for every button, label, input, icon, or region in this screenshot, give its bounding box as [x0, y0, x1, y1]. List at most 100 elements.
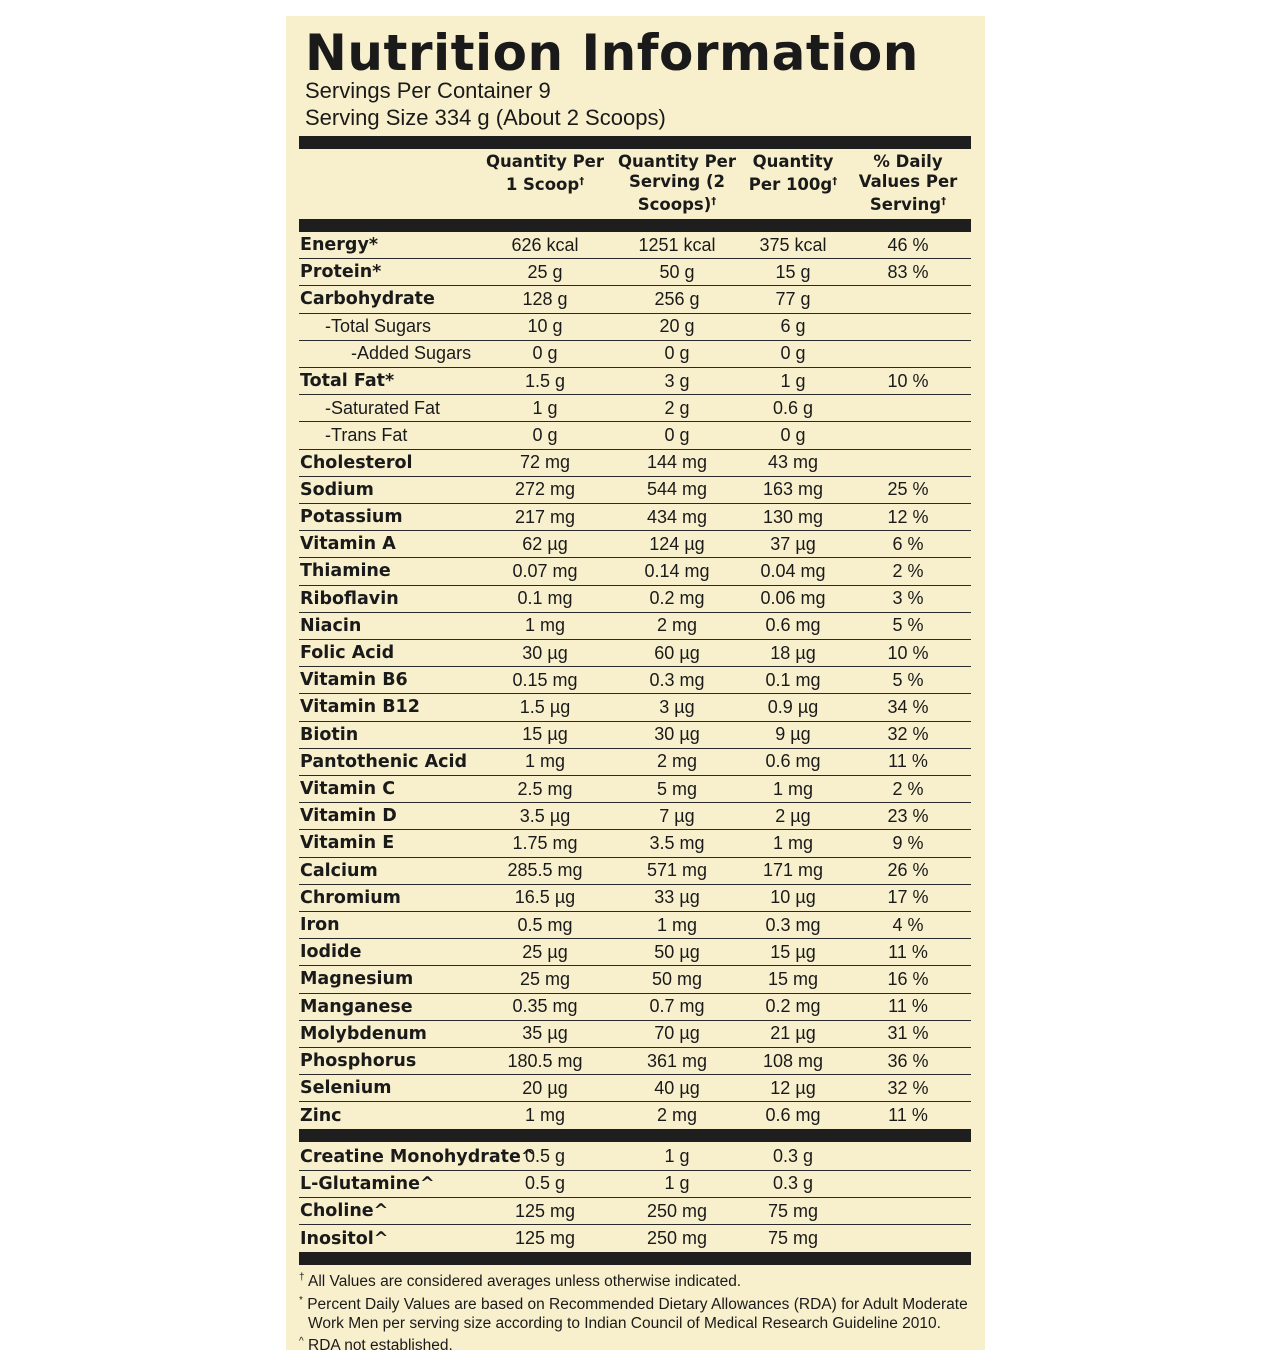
cell-value: 33 µg: [654, 887, 700, 908]
table-row: -Trans Fat 0 g 0 g 0 g: [299, 422, 971, 450]
cell-value: 0.6 mg: [765, 751, 821, 772]
column-mark: †: [941, 196, 947, 207]
divider: [299, 1252, 971, 1266]
cell-value: 0.6 mg: [765, 1105, 821, 1126]
cell-value: 108 mg: [762, 1050, 824, 1071]
cell-value: 10 %: [887, 642, 929, 663]
cell-value: 2 mg: [656, 751, 698, 772]
row-name: Choline^: [300, 1201, 389, 1222]
divider: [299, 1128, 971, 1142]
footnote-text: Percent Daily Values are based on Recomm…: [307, 1296, 968, 1332]
cell-value: 10 g: [527, 316, 563, 337]
column-header: Quantity Per 100g†: [738, 152, 848, 195]
row-name: -Total Sugars: [325, 316, 432, 337]
cell-value: 70 µg: [654, 1023, 700, 1044]
cell-value: 0.6 g: [772, 397, 814, 418]
cell-value: 272 mg: [514, 479, 576, 500]
table-row: Cholesterol 72 mg 144 mg 43 mg: [299, 450, 971, 477]
cell-value: 12 µg: [770, 1077, 816, 1098]
cell-value: 2.5 mg: [517, 778, 573, 799]
table-row: Biotin 15 µg 30 µg 9 µg 32 %: [299, 722, 971, 749]
cell-value: 626 kcal: [511, 234, 579, 255]
cell-value: 1 mg: [772, 778, 814, 799]
cell-value: 0.5 mg: [517, 914, 573, 935]
cell-value: 15 g: [775, 261, 811, 282]
row-name: Chromium: [300, 887, 401, 908]
cell-value: 60 µg: [654, 642, 700, 663]
row-name: Manganese: [300, 996, 413, 1017]
cell-value: 20 g: [659, 316, 695, 337]
cell-value: 3.5 µg: [519, 805, 571, 826]
footnote: ^ RDA not established.: [299, 1333, 971, 1356]
cell-value: 0.2 mg: [649, 588, 705, 609]
cell-value: 75 mg: [767, 1200, 819, 1221]
cell-value: 3 g: [664, 370, 690, 391]
cell-value: 250 mg: [646, 1200, 708, 1221]
cell-value: 83 %: [887, 261, 929, 282]
cell-value: 15 µg: [770, 941, 816, 962]
cell-value: 25 mg: [519, 968, 571, 989]
divider: [299, 219, 971, 232]
table-row: Vitamin A 62 µg 124 µg 37 µg 6 %: [299, 531, 971, 559]
cell-value: 0.15 mg: [512, 669, 578, 690]
cell-value: 2 µg: [775, 805, 811, 826]
row-name: Magnesium: [300, 969, 414, 990]
table-row: Folic Acid 30 µg 60 µg 18 µg 10 %: [299, 640, 971, 668]
cell-value: 25 %: [887, 479, 929, 500]
row-name: Protein*: [300, 262, 382, 283]
column-label: Quantity Per 100g: [748, 152, 834, 194]
row-name: L-Glutamine^: [300, 1173, 435, 1194]
cell-value: 30 µg: [654, 724, 700, 745]
cell-value: 12 %: [887, 506, 929, 527]
row-name: Molybdenum: [300, 1023, 427, 1044]
cell-value: 30 µg: [522, 642, 568, 663]
cell-value: 124 µg: [649, 533, 705, 554]
cell-value: 1 g: [532, 397, 558, 418]
cell-value: 0.1 mg: [765, 669, 821, 690]
cell-value: 0 g: [780, 343, 806, 364]
cell-value: 25 g: [527, 261, 563, 282]
cell-value: 0.3 g: [772, 1146, 814, 1167]
row-name: -Added Sugars: [351, 343, 472, 364]
cell-value: 571 mg: [646, 860, 708, 881]
cell-value: 31 %: [887, 1023, 929, 1044]
cell-value: 23 %: [887, 805, 929, 826]
table-row: Zinc 1 mg 2 mg 0.6 mg 11 %: [299, 1102, 971, 1129]
cell-value: 5 %: [892, 615, 924, 636]
cell-value: 0 g: [780, 424, 806, 445]
footnote: † All Values are considered averages unl…: [299, 1269, 971, 1292]
column-mark: †: [579, 176, 585, 187]
row-name: Riboflavin: [300, 588, 399, 609]
column-label: Quantity Per Serving (2 Scoops): [617, 152, 736, 214]
table-row: Phosphorus 180.5 mg 361 mg 108 mg 36 %: [299, 1048, 971, 1076]
table-row: Vitamin D 3.5 µg 7 µg 2 µg 23 %: [299, 803, 971, 831]
row-name: Vitamin B12: [300, 697, 420, 718]
table-row: Vitamin E 1.75 mg 3.5 mg 1 mg 9 %: [299, 830, 971, 858]
row-name: Folic Acid: [300, 643, 395, 664]
footnote-text: RDA not established.: [308, 1337, 453, 1355]
table-row: Vitamin B12 1.5 µg 3 µg 0.9 µg 34 %: [299, 694, 971, 722]
table-row: Vitamin C 2.5 mg 5 mg 1 mg 2 %: [299, 776, 971, 804]
footnote-mark: ^: [299, 1336, 304, 1348]
cell-value: 4 %: [892, 914, 924, 935]
cell-value: 0.6 mg: [765, 615, 821, 636]
cell-value: 1251 kcal: [638, 234, 716, 255]
cell-value: 36 %: [887, 1050, 929, 1071]
row-name: Potassium: [300, 507, 403, 528]
cell-value: 1.75 mg: [512, 832, 578, 853]
table-row: Sodium 272 mg 544 mg 163 mg 25 %: [299, 477, 971, 504]
cell-value: 9 %: [892, 832, 924, 853]
table-row: Iron 0.5 mg 1 mg 0.3 mg 4 %: [299, 912, 971, 940]
cell-value: 0 g: [532, 343, 558, 364]
cell-value: 15 mg: [767, 968, 819, 989]
cell-value: 43 mg: [767, 452, 819, 473]
cell-value: 34 %: [887, 696, 929, 717]
cell-value: 18 µg: [770, 642, 816, 663]
cell-value: 5 mg: [656, 778, 698, 799]
cell-value: 16.5 µg: [514, 887, 576, 908]
row-name: Cholesterol: [300, 452, 413, 473]
cell-value: 144 mg: [646, 452, 708, 473]
cell-value: 130 mg: [762, 506, 824, 527]
cell-value: 37 µg: [770, 533, 816, 554]
cell-value: 163 mg: [762, 479, 824, 500]
